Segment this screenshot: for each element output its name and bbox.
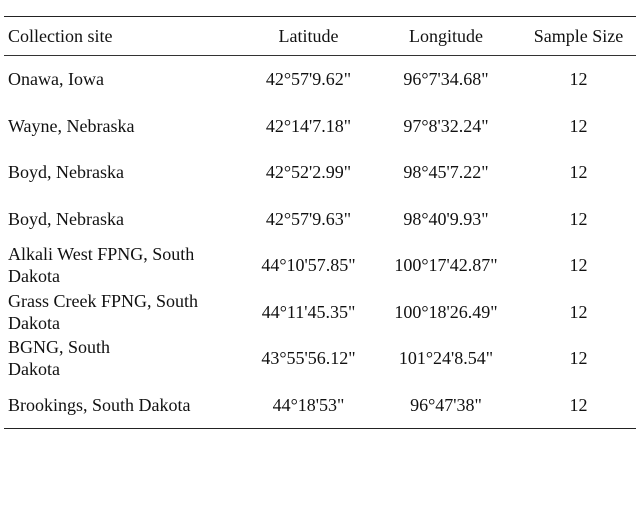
site-line-1: Alkali West FPNG, South <box>8 244 195 265</box>
header-rule <box>4 55 636 56</box>
sample-size-cell: 12 <box>569 208 588 229</box>
longitude-cell: 100°17'42.87" <box>394 255 498 276</box>
site-cell: Grass Creek FPNG, South Dakota <box>4 289 246 336</box>
sample-size-cell: 12 <box>569 69 588 90</box>
header-longitude: Longitude <box>409 26 483 46</box>
sample-size-cell: 12 <box>569 115 588 136</box>
latitude-cell: 42°52'2.99" <box>265 162 352 183</box>
site-cell: Wayne, Nebraska <box>8 115 135 136</box>
site-cell: BGNG, South Dakota <box>4 335 246 382</box>
table-row: BGNG, South Dakota 43°55'56.12" 101°24'8.… <box>4 335 636 382</box>
site-cell: Onawa, Iowa <box>8 69 104 90</box>
top-rule <box>4 16 636 17</box>
sample-size-cell: 12 <box>569 348 588 369</box>
site-cell: Brookings, South Dakota <box>8 394 191 415</box>
longitude-cell: 98°40'9.93" <box>403 208 489 229</box>
longitude-cell: 98°45'7.22" <box>403 162 489 183</box>
longitude-cell: 96°47'38" <box>410 394 482 415</box>
latitude-cell: 44°10'57.85" <box>261 255 356 276</box>
site-cell: Boyd, Nebraska <box>8 162 124 183</box>
latitude-cell: 42°14'7.18" <box>265 115 352 136</box>
table-row: Grass Creek FPNG, South Dakota 44°11'45.3… <box>4 289 636 336</box>
site-line-1: Grass Creek FPNG, South <box>8 290 199 311</box>
table-row: Wayne, Nebraska 42°14'7.18" 97°8'32.24" … <box>4 103 636 150</box>
site-line-1: BGNG, South <box>8 337 111 358</box>
collection-sites-table: Collection site Latitude Longitude Sampl… <box>4 17 636 55</box>
latitude-cell: 43°55'56.12" <box>261 348 356 369</box>
latitude-cell: 44°11'45.35" <box>261 301 356 322</box>
longitude-cell: 96°7'34.68" <box>403 69 489 90</box>
sample-size-cell: 12 <box>569 301 588 322</box>
table-row: Boyd, Nebraska 42°52'2.99" 98°45'7.22" 1… <box>4 149 636 196</box>
collection-sites-table-container: Collection site Latitude Longitude Sampl… <box>4 16 636 429</box>
longitude-cell: 101°24'8.54" <box>398 348 494 369</box>
header-row: Collection site Latitude Longitude Sampl… <box>4 17 636 55</box>
site-line-2: Dakota <box>8 359 60 380</box>
sample-size-cell: 12 <box>569 394 588 415</box>
site-cell: Alkali West FPNG, South Dakota <box>4 242 246 289</box>
site-line-2: Dakota <box>8 312 60 333</box>
table-row: Boyd, Nebraska 42°57'9.63" 98°40'9.93" 1… <box>4 196 636 243</box>
table-row: Brookings, South Dakota 44°18'53" 96°47'… <box>4 382 636 429</box>
site-cell: Boyd, Nebraska <box>8 208 124 229</box>
header-latitude: Latitude <box>278 26 339 46</box>
sample-size-cell: 12 <box>569 255 588 276</box>
longitude-cell: 100°18'26.49" <box>394 301 498 322</box>
latitude-cell: 44°18'53" <box>272 394 345 415</box>
bottom-rule <box>4 428 636 429</box>
table-row: Onawa, Iowa 42°57'9.62" 96°7'34.68" 12 <box>4 56 636 103</box>
sample-size-cell: 12 <box>569 162 588 183</box>
latitude-cell: 42°57'9.63" <box>265 208 352 229</box>
table-row: Alkali West FPNG, South Dakota 44°10'57.8… <box>4 242 636 289</box>
collection-sites-table-body: Onawa, Iowa 42°57'9.62" 96°7'34.68" 12 W… <box>4 56 636 428</box>
header-sample-size: Sample Size <box>533 26 624 46</box>
latitude-cell: 42°57'9.62" <box>265 69 352 90</box>
longitude-cell: 97°8'32.24" <box>403 115 489 136</box>
site-line-2: Dakota <box>8 266 60 287</box>
header-collection-site: Collection site <box>8 26 113 46</box>
